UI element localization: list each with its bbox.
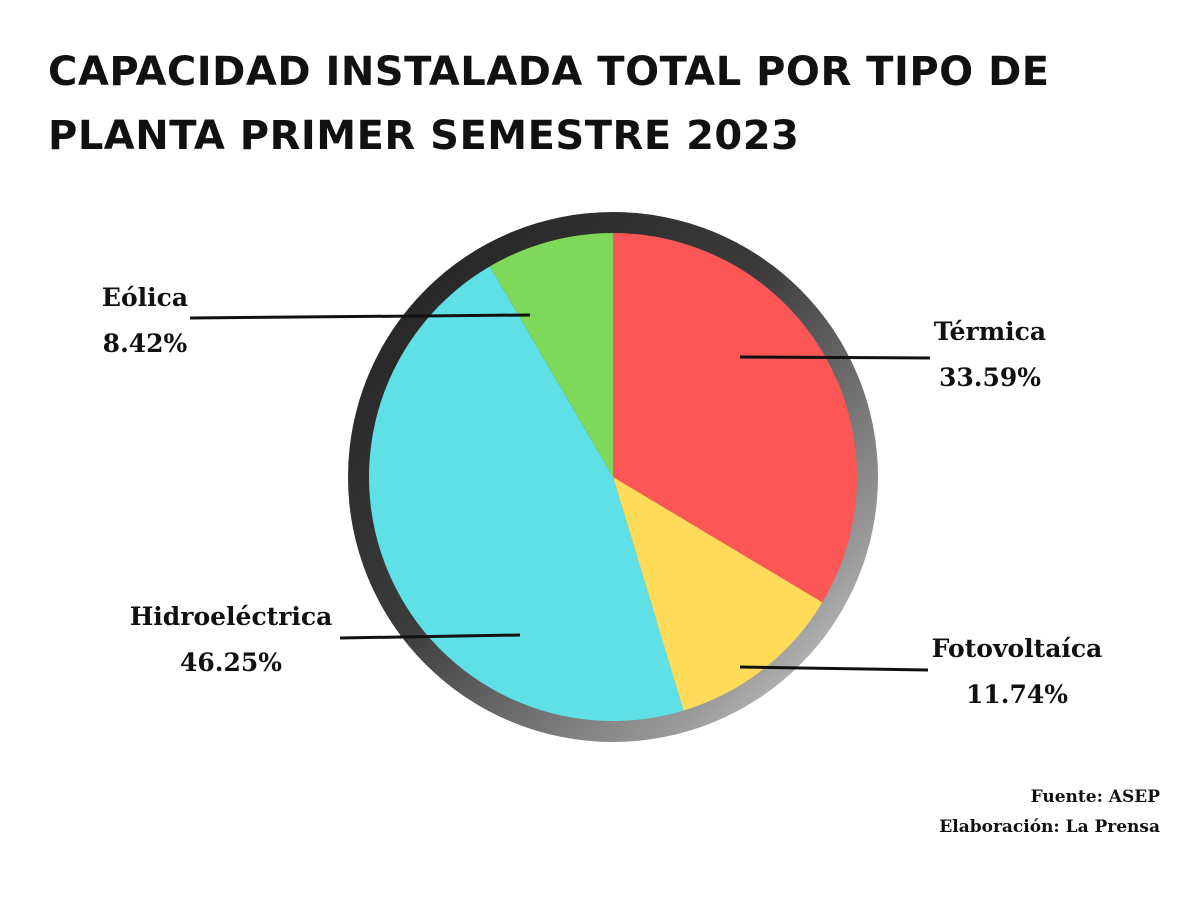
slice-label-hidroelectrica: Hidroeléctrica bbox=[130, 602, 333, 631]
leader-line-termica bbox=[739, 355, 931, 360]
slice-value-eolica: 8.42% bbox=[103, 329, 188, 358]
slice-value-hidroelectrica: 46.25% bbox=[180, 648, 282, 677]
slice-value-fotovoltaica: 11.74% bbox=[966, 680, 1068, 709]
source-text: Fuente: ASEP bbox=[1030, 787, 1160, 807]
pie-slice-eolica bbox=[489, 233, 613, 477]
slice-label-termica: Térmica bbox=[934, 317, 1046, 346]
credit-text: Elaboración: La Prensa bbox=[939, 817, 1160, 837]
source-notes: Fuente: ASEP Elaboración: La Prensa bbox=[939, 782, 1160, 842]
leader-line-hidroelectrica bbox=[339, 633, 521, 640]
pie-slice-hidroelectrica bbox=[368, 266, 684, 721]
leader-line-fotovoltaica bbox=[739, 665, 929, 672]
pie-slice-termica bbox=[613, 233, 857, 603]
slice-value-termica: 33.59% bbox=[939, 363, 1041, 392]
chart-title: CAPACIDAD INSTALADA TOTAL POR TIPO DE PL… bbox=[48, 49, 1050, 159]
pie-slice-fotovoltaica bbox=[613, 477, 823, 711]
slice-label-fotovoltaica: Fotovoltaíca bbox=[932, 634, 1103, 663]
leader-line-eolica bbox=[189, 313, 531, 320]
slice-label-eolica: Eólica bbox=[102, 283, 188, 312]
